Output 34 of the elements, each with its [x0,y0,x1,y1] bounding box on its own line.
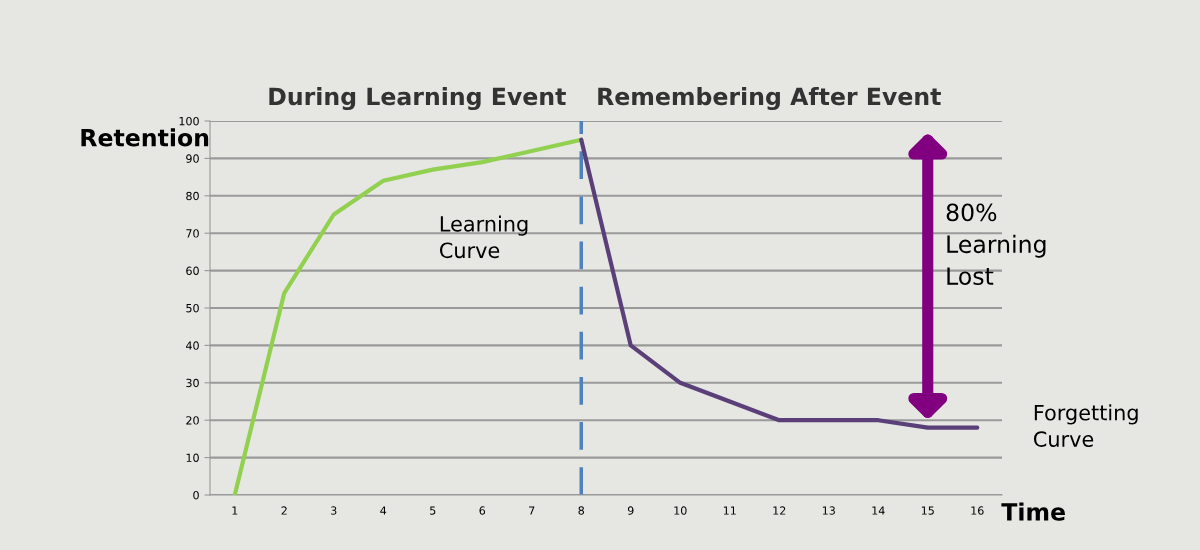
x-tick-label: 5 [430,506,436,515]
x-tick-label: 14 [872,506,885,515]
y-tick-label: 40 [185,341,199,350]
text: During Learning Event [269,87,566,111]
y-tick-label: 70 [186,229,199,238]
y-tick-label: 50 [186,303,199,313]
x-tick-label: 16 [971,506,984,515]
x-tick-label: 4 [380,506,387,515]
y-tick-label: 0 [193,490,199,500]
x-axis-title: Time [1001,502,1065,521]
x-tick-label: 7 [529,506,535,515]
y-tick-label: 60 [186,266,199,275]
text: Remembering After Event [598,87,941,111]
y-axis-title: Retention [81,128,209,147]
x-tick-label: 10 [674,506,687,515]
text: Forgetting Curve [1033,404,1138,447]
y-tick-label: 100 [179,116,199,126]
x-tick-label: 15 [921,506,934,515]
x-tick-label: 11 [723,506,736,515]
y-tick-label: 80 [186,191,199,201]
x-tick-label: 13 [822,506,835,515]
text: Learning Curve [439,215,528,259]
annotation: 80% Learning Lost [946,203,1046,285]
x-tick-label: 6 [479,506,486,515]
x-tick-label: 12 [773,506,786,515]
x-tick-label: 8 [578,506,585,515]
y-tick-label: 10 [186,453,199,462]
y-tick-label: 20 [186,416,199,425]
x-tick-label: 2 [281,506,287,515]
y-tick-label: 30 [186,378,199,388]
y-tick-label: 90 [186,154,199,163]
x-tick-label: 9 [627,506,634,515]
x-tick-label: 1 [232,506,238,515]
x-tick-label: 3 [331,506,337,515]
